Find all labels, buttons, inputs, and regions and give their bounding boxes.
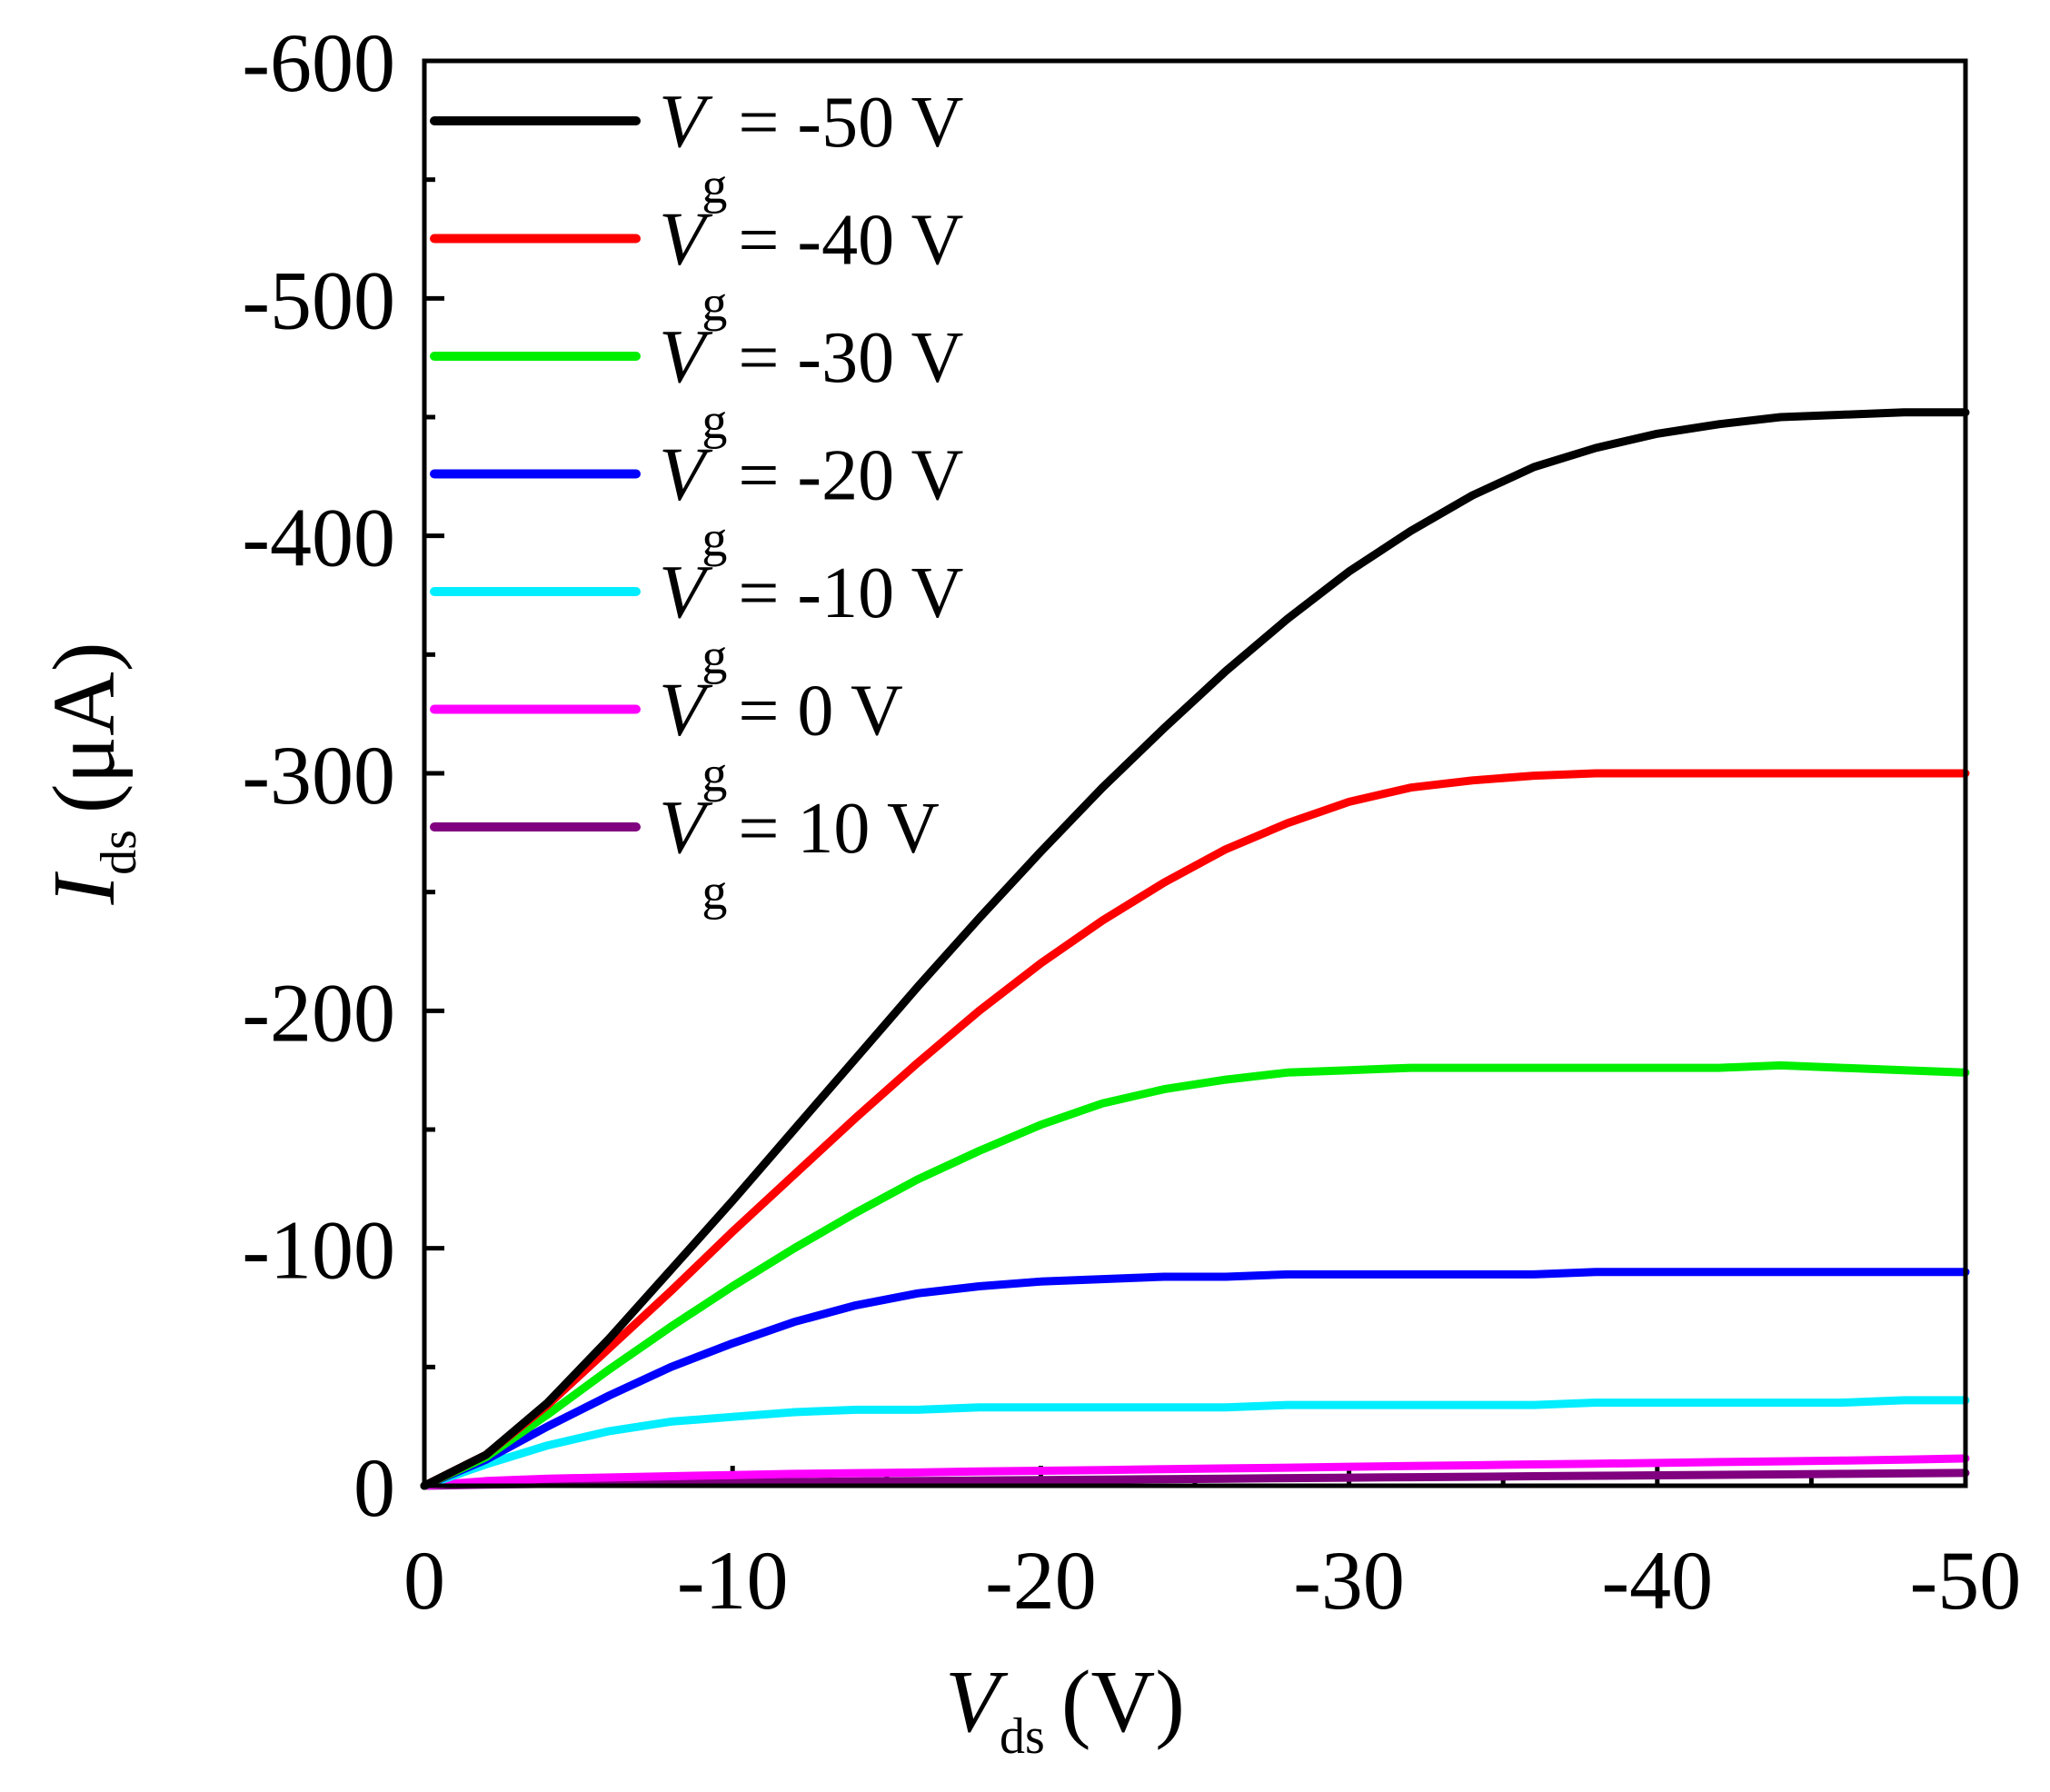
ticks-layer: 0 -10 -20 -30 -40 -500-100-200-300-400-500-60…	[242, 16, 2021, 1627]
series-line	[420, 408, 1970, 1490]
x-axis-label-sub: ds	[1000, 1708, 1045, 1765]
x-tick-label: 0	[403, 1534, 445, 1627]
y-tick-label: -300	[242, 729, 395, 821]
x-tick-label: -20	[985, 1534, 1097, 1627]
y-axis-label-main: I	[35, 871, 134, 906]
x-tick-label: -40	[1601, 1534, 1713, 1627]
y-tick-label: -400	[242, 492, 395, 584]
series-line	[420, 1268, 1970, 1490]
series-line	[420, 1468, 1970, 1490]
plot-frame	[422, 58, 1968, 1488]
x-tick-label: -10	[677, 1534, 789, 1627]
series-line	[420, 1060, 1970, 1490]
series-line	[420, 1454, 1970, 1490]
x-tick-label: -50	[1910, 1534, 2022, 1627]
series-layer	[420, 408, 1970, 1490]
y-tick-label: -200	[242, 966, 395, 1059]
series-line	[420, 769, 1970, 1490]
y-axis-label-unit: (μA)	[35, 642, 134, 813]
y-tick-label: -100	[242, 1204, 395, 1297]
y-axis-label-sub: ds	[91, 830, 147, 875]
y-tick-label: -500	[242, 254, 395, 346]
x-axis-label: Vds (V)	[945, 1653, 1185, 1765]
y-tick-label: -600	[242, 16, 395, 109]
y-tick-label: 0	[353, 1441, 395, 1534]
x-axis-label-unit: (V)	[1061, 1653, 1185, 1751]
x-tick-label: -30	[1293, 1534, 1405, 1627]
series-line	[420, 1396, 1970, 1490]
x-axis-label-main: V	[945, 1653, 1009, 1751]
y-axis-label: Ids (μA)	[35, 642, 147, 905]
